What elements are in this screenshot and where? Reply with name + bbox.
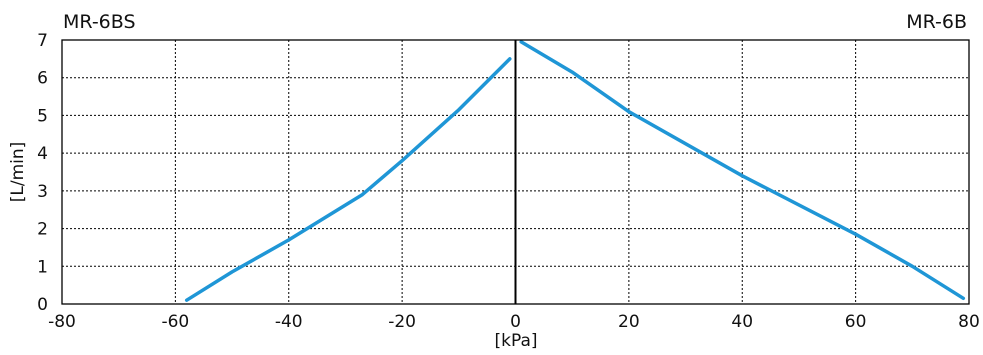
x-tick-label: 60 [845, 312, 867, 332]
y-tick-label: 6 [37, 69, 48, 89]
x-tick-label: -80 [48, 312, 76, 332]
x-tick-label: -40 [275, 312, 303, 332]
y-tick-label: 0 [37, 295, 48, 315]
y-tick-label: 5 [37, 106, 48, 126]
series-line-1 [519, 40, 966, 301]
model-label-left: MR-6BS [63, 11, 136, 33]
x-tick-label: 40 [731, 312, 753, 332]
y-tick-label: 1 [37, 257, 48, 277]
x-tick-label: -20 [388, 312, 416, 332]
y-tick-label: 2 [37, 220, 48, 240]
y-tick-label: 4 [37, 144, 48, 164]
frame-layer [61, 39, 970, 305]
series-line-0 [184, 57, 512, 302]
y-tick-label: 7 [37, 31, 48, 51]
y-tick-label: 3 [37, 182, 48, 202]
x-tick-label: 0 [510, 312, 521, 332]
x-tick-label: -60 [161, 312, 189, 332]
y-axis-title: [L/min] [8, 142, 28, 203]
x-tick-label: 80 [958, 312, 980, 332]
label-layer: MR-6BS MR-6B [kPa] [L/min] -80 -60 -40 -20 0… [8, 11, 980, 351]
series-layer [184, 40, 966, 302]
model-label-right: MR-6B [906, 11, 967, 33]
x-axis-title: [kPa] [494, 331, 537, 351]
x-tick-label: 20 [618, 312, 640, 332]
